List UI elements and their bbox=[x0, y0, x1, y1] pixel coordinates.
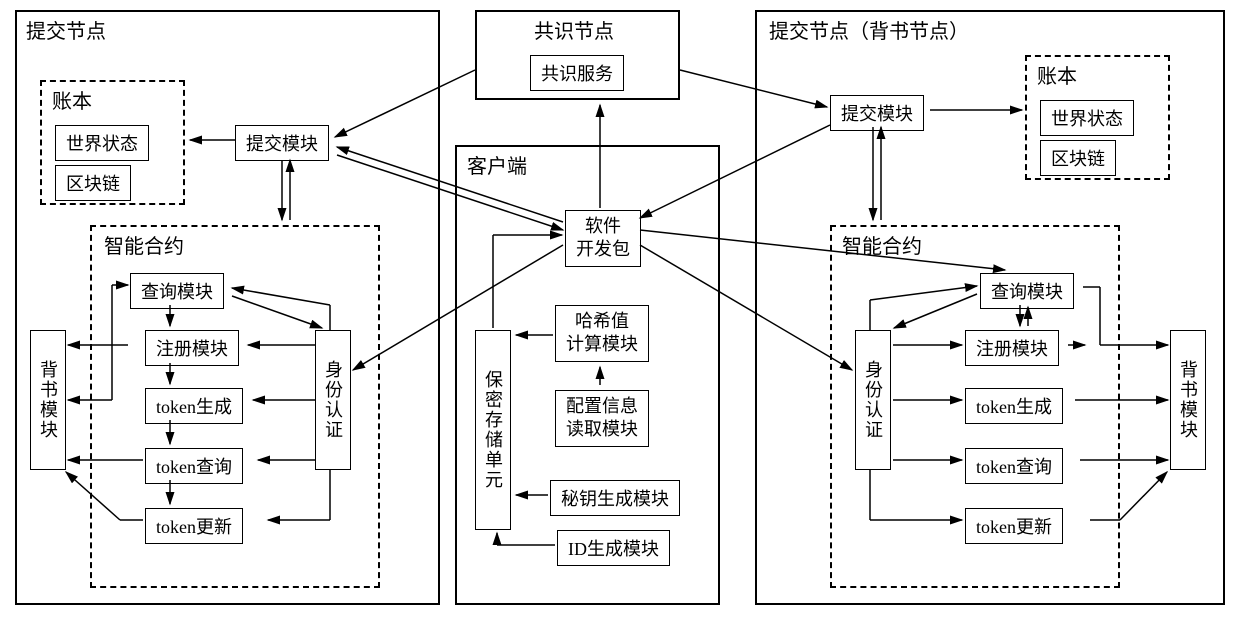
right-token-update: token更新 bbox=[965, 508, 1063, 544]
left-endorse: 背书模块 bbox=[30, 330, 66, 470]
right-submit-module: 提交模块 bbox=[830, 95, 924, 131]
left-token-update: token更新 bbox=[145, 508, 243, 544]
left-query: 查询模块 bbox=[130, 273, 224, 309]
left-contract-title: 智能合约 bbox=[100, 230, 188, 259]
left-blockchain: 区块链 bbox=[55, 165, 131, 201]
right-register: 注册模块 bbox=[965, 330, 1059, 366]
left-token-query: token查询 bbox=[145, 448, 243, 484]
right-blockchain: 区块链 bbox=[1040, 140, 1116, 176]
right-world-state: 世界状态 bbox=[1040, 100, 1134, 136]
left-submit-module: 提交模块 bbox=[235, 125, 329, 161]
left-token-gen: token生成 bbox=[145, 388, 243, 424]
left-ledger-title: 账本 bbox=[48, 85, 96, 114]
left-world-state: 世界状态 bbox=[55, 125, 149, 161]
right-token-query: token查询 bbox=[965, 448, 1063, 484]
consensus-service: 共识服务 bbox=[530, 55, 624, 91]
right-ledger-title: 账本 bbox=[1033, 60, 1081, 89]
left-id-auth: 身份认证 bbox=[315, 330, 351, 470]
left-submit-title: 提交节点 bbox=[22, 15, 110, 44]
client-hash: 哈希值 计算模块 bbox=[555, 305, 649, 362]
client-title: 客户端 bbox=[463, 150, 531, 179]
client-secret-key: 秘钥生成模块 bbox=[550, 480, 680, 516]
right-query: 查询模块 bbox=[980, 273, 1074, 309]
right-submit-title: 提交节点（背书节点） bbox=[765, 15, 973, 44]
client-sdk: 软件 开发包 bbox=[565, 210, 641, 267]
client-id-gen: ID生成模块 bbox=[557, 530, 670, 566]
consensus-title: 共识节点 bbox=[530, 15, 618, 44]
client-secure-store: 保密存储单元 bbox=[475, 330, 511, 530]
left-register: 注册模块 bbox=[145, 330, 239, 366]
right-endorse: 背书模块 bbox=[1170, 330, 1206, 470]
client-config: 配置信息 读取模块 bbox=[555, 390, 649, 447]
right-contract-title: 智能合约 bbox=[838, 230, 926, 259]
right-id-auth: 身份认证 bbox=[855, 330, 891, 470]
right-token-gen: token生成 bbox=[965, 388, 1063, 424]
